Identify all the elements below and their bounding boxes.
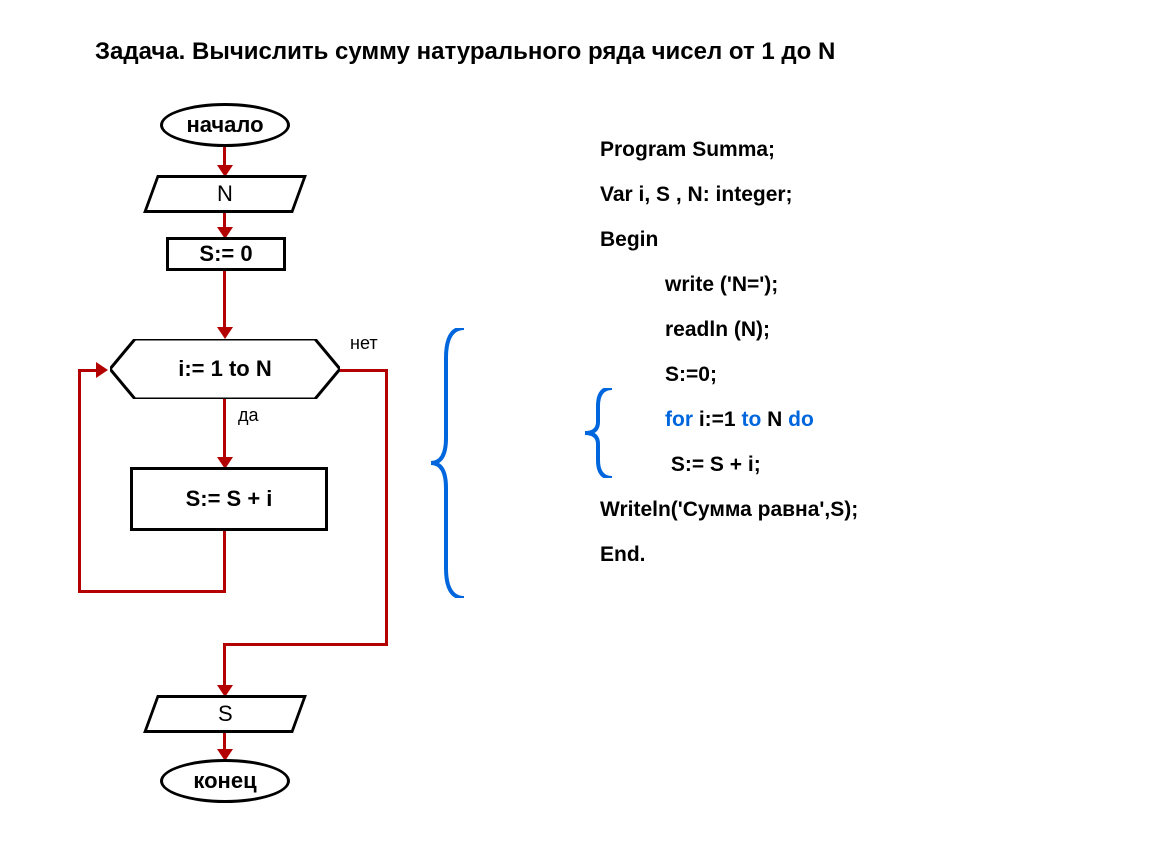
arrowhead xyxy=(96,362,108,378)
flowchart-start-label: начало xyxy=(186,112,263,138)
flowchart-body-label: S:= S + i xyxy=(186,486,273,512)
flowchart-yes-label: да xyxy=(238,405,259,426)
flowchart-init: S:= 0 xyxy=(166,237,286,271)
arrow xyxy=(223,271,226,331)
code-line: S:=0; xyxy=(600,363,1100,387)
flowchart-output: S xyxy=(143,695,307,733)
code-line: Writeln('Сумма равна',S); xyxy=(600,498,1100,522)
flowchart-init-label: S:= 0 xyxy=(199,241,252,267)
flowchart-input: N xyxy=(143,175,307,213)
flowchart-start: начало xyxy=(160,103,290,147)
flowchart-output-label: S xyxy=(218,701,233,727)
arrow xyxy=(78,590,226,593)
arrow xyxy=(78,369,81,593)
code-block: Program Summa; Var i, S , N: integer; Begi… xyxy=(600,138,1100,588)
arrow xyxy=(385,369,388,645)
flowchart-no-label: нет xyxy=(350,333,378,354)
code-line: S:= S + i; xyxy=(600,453,1100,477)
code-line: Begin xyxy=(600,228,1100,252)
flowchart-end: конец xyxy=(160,759,290,803)
code-line: Program Summa; xyxy=(600,138,1100,162)
flowchart-end-label: конец xyxy=(193,768,256,794)
arrow xyxy=(223,643,226,689)
arrow xyxy=(223,531,226,591)
large-brace-icon xyxy=(426,328,476,598)
code-line: Var i, S , N: integer; xyxy=(600,183,1100,207)
flowchart-body: S:= S + i xyxy=(130,467,328,531)
code-line: readln (N); xyxy=(600,318,1100,342)
code-line: write ('N='); xyxy=(600,273,1100,297)
flowchart-loop-label: i:= 1 to N xyxy=(110,339,340,399)
page-title: Задача. Вычислить сумму натурального ряд… xyxy=(95,38,835,66)
arrow xyxy=(223,643,388,646)
flowchart-input-label: N xyxy=(217,181,233,207)
code-line: for i:=1 to N do xyxy=(600,408,1100,432)
arrow xyxy=(223,399,226,461)
arrowhead xyxy=(217,327,233,339)
arrow xyxy=(340,369,388,372)
flowchart-loop: i:= 1 to N xyxy=(110,339,340,399)
code-line: End. xyxy=(600,543,1100,567)
